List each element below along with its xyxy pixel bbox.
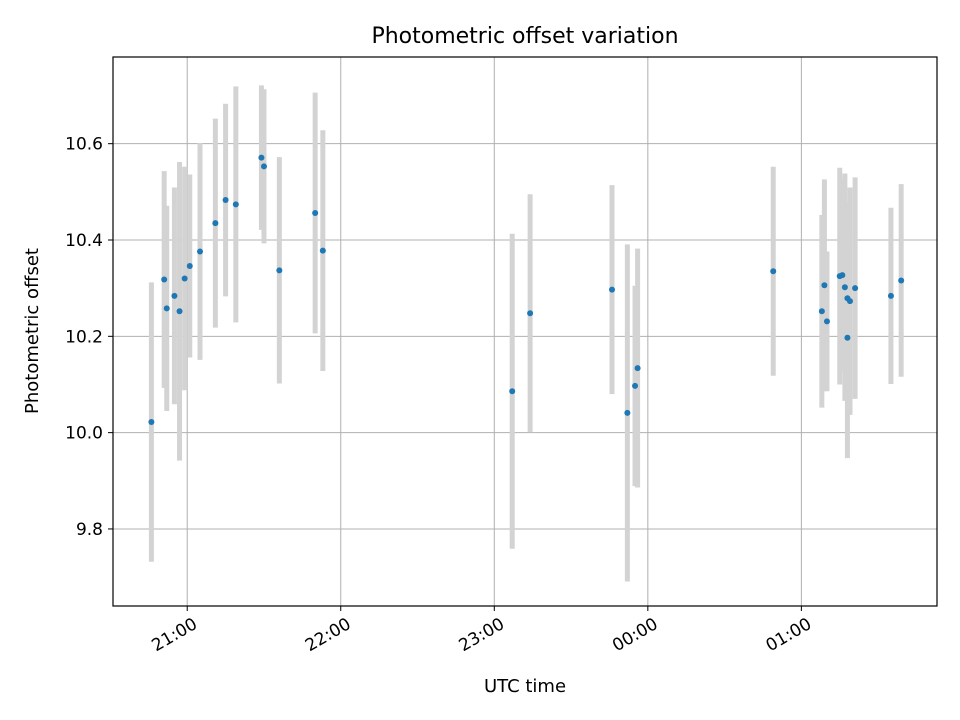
data-point bbox=[197, 248, 204, 255]
data-point bbox=[846, 298, 853, 305]
data-point bbox=[527, 310, 534, 317]
y-tick-label: 10.2 bbox=[65, 327, 103, 347]
data-point bbox=[839, 272, 846, 279]
y-tick-label: 9.8 bbox=[76, 520, 103, 540]
plot-area-frame bbox=[112, 56, 938, 607]
data-point bbox=[609, 286, 616, 293]
data-point bbox=[319, 247, 326, 254]
data-point bbox=[634, 365, 641, 372]
grid-lines bbox=[113, 57, 937, 606]
data-point bbox=[212, 220, 219, 227]
data-point bbox=[852, 285, 859, 292]
y-tick-label: 10.0 bbox=[65, 424, 103, 444]
data-point bbox=[186, 263, 193, 270]
x-axis-label: UTC time bbox=[484, 676, 566, 697]
data-points bbox=[148, 154, 905, 426]
data-point bbox=[632, 382, 639, 389]
y-tick-label: 10.4 bbox=[65, 231, 103, 251]
data-point bbox=[176, 308, 183, 315]
data-point bbox=[844, 334, 851, 341]
data-point bbox=[841, 284, 848, 291]
data-point bbox=[312, 210, 319, 217]
y-axis-ticks: 9.8 10.0 10.2 10.4 10.6 bbox=[65, 135, 113, 540]
data-point bbox=[821, 282, 828, 289]
data-point bbox=[823, 318, 830, 325]
data-point bbox=[898, 277, 905, 284]
chart-title: Photometric offset variation bbox=[371, 24, 678, 49]
y-axis-label: Photometric offset bbox=[22, 248, 43, 414]
data-point bbox=[163, 305, 170, 312]
data-point bbox=[148, 419, 155, 426]
data-point bbox=[161, 276, 168, 283]
data-point bbox=[260, 163, 267, 170]
data-point bbox=[171, 292, 178, 299]
data-point bbox=[232, 201, 239, 208]
data-point bbox=[509, 388, 516, 395]
data-point bbox=[181, 275, 188, 282]
data-point bbox=[258, 154, 265, 161]
data-point bbox=[818, 308, 825, 315]
y-tick-label: 10.6 bbox=[65, 135, 103, 155]
data-point bbox=[770, 268, 777, 275]
data-point bbox=[624, 409, 631, 416]
data-point bbox=[887, 292, 894, 299]
data-point bbox=[222, 197, 229, 204]
data-point bbox=[276, 267, 283, 274]
